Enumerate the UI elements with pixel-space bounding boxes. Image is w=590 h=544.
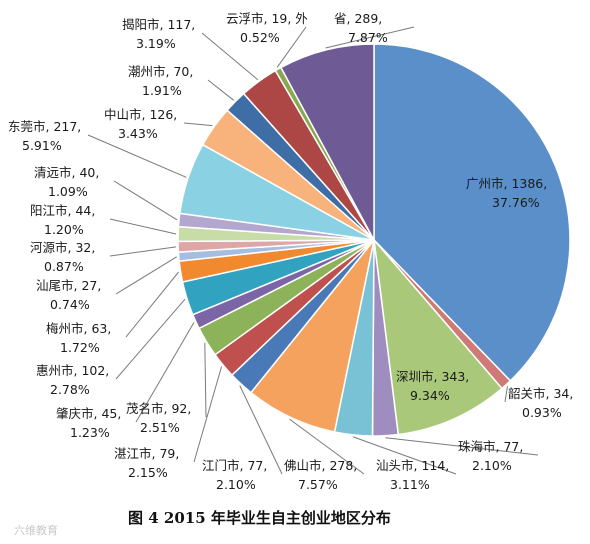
data-label-name: 深圳市, 343, [396, 369, 469, 384]
leader-line [201, 32, 259, 81]
data-label-name: 清远市, 40, [34, 165, 99, 180]
data-label-name: 揭阳市, 117, [122, 17, 195, 32]
leader-line [193, 366, 223, 463]
leader-line [183, 122, 213, 127]
data-label-name: 梅州市, 63, [46, 321, 111, 336]
data-label-name: 肇庆市, 45, [56, 406, 121, 421]
leader-line [276, 26, 307, 68]
data-label-percent: 5.91% [22, 138, 62, 153]
figure-caption: 图 4 2015 年毕业生自主创业地区分布 [128, 509, 391, 527]
data-label-name: 惠州市, 102, [36, 363, 109, 378]
leader-line [115, 256, 177, 295]
leader-line [289, 418, 365, 475]
data-label-name: 潮州市, 70, [128, 64, 193, 79]
data-label-percent: 0.93% [522, 405, 562, 420]
leader-line [385, 437, 539, 456]
pie-slice [279, 43, 375, 241]
data-label-percent: 9.34% [410, 388, 450, 403]
data-label-percent: 1.91% [142, 83, 182, 98]
pie-slice [372, 237, 503, 436]
leader-line [353, 436, 457, 475]
leader-line [504, 386, 508, 403]
leader-line [325, 26, 415, 49]
leader-line [239, 385, 283, 475]
data-label-percent: 7.57% [298, 477, 338, 492]
leader-line [125, 271, 179, 338]
data-label-name: 汕尾市, 27, [36, 278, 101, 293]
data-label-percent: 2.15% [128, 465, 168, 480]
data-label-percent: 3.19% [136, 36, 176, 51]
data-label-percent: 1.72% [60, 340, 100, 355]
data-label-name: 佛山市, 278, [284, 458, 357, 473]
data-label-name: 省, 289, [334, 11, 382, 26]
leader-line [113, 180, 178, 221]
data-label-name: 河源市, 32, [30, 240, 95, 255]
data-label-percent: 0.74% [50, 297, 90, 312]
data-label-name: 江门市, 77, [202, 458, 267, 473]
data-label-percent: 3.11% [390, 477, 430, 492]
data-label-name: 云浮市, 19, 外 [226, 11, 308, 26]
data-label-percent: 1.23% [70, 425, 110, 440]
data-label-name: 珠海市, 77, [458, 439, 523, 454]
data-label-percent: 2.10% [472, 458, 512, 473]
leader-lines [87, 26, 539, 475]
data-label-percent: 1.20% [44, 222, 84, 237]
watermark-text: 六维教育 [14, 523, 58, 537]
leader-line [109, 246, 177, 257]
leader-line [115, 298, 186, 380]
data-label-name: 茂名市, 92, [126, 401, 191, 416]
data-label-name: 广州市, 1386, [466, 176, 547, 191]
data-label-name: 东莞市, 217, [8, 119, 81, 134]
data-label-percent: 1.09% [48, 184, 88, 199]
leader-line [204, 342, 207, 418]
data-label-percent: 2.51% [140, 420, 180, 435]
data-label-percent: 2.10% [216, 477, 256, 492]
data-label-name: 阳江市, 44, [30, 203, 95, 218]
leader-line [109, 218, 177, 235]
leader-line [87, 134, 187, 178]
leader-line [135, 322, 195, 423]
data-label-name: 韶关市, 34, [508, 386, 573, 401]
data-label-percent: 3.43% [118, 126, 158, 141]
leader-line [207, 79, 235, 101]
data-label-percent: 7.87% [348, 30, 388, 45]
data-label-percent: 0.87% [44, 259, 84, 274]
data-label-name: 汕头市, 114, [376, 458, 449, 473]
pie-slices [177, 43, 571, 437]
data-labels: 广州市, 1386, 37.76% 韶关市, 34, 0.93% 深圳市, 343, 9.… [8, 11, 573, 492]
data-label-name: 中山市, 126, [104, 107, 177, 122]
data-label-percent: 0.52% [240, 30, 280, 45]
data-label-percent: 2.78% [50, 382, 90, 397]
pie-slice [373, 43, 571, 382]
data-label-percent: 37.76% [492, 195, 540, 210]
data-label-name: 湛江市, 79, [114, 446, 179, 461]
